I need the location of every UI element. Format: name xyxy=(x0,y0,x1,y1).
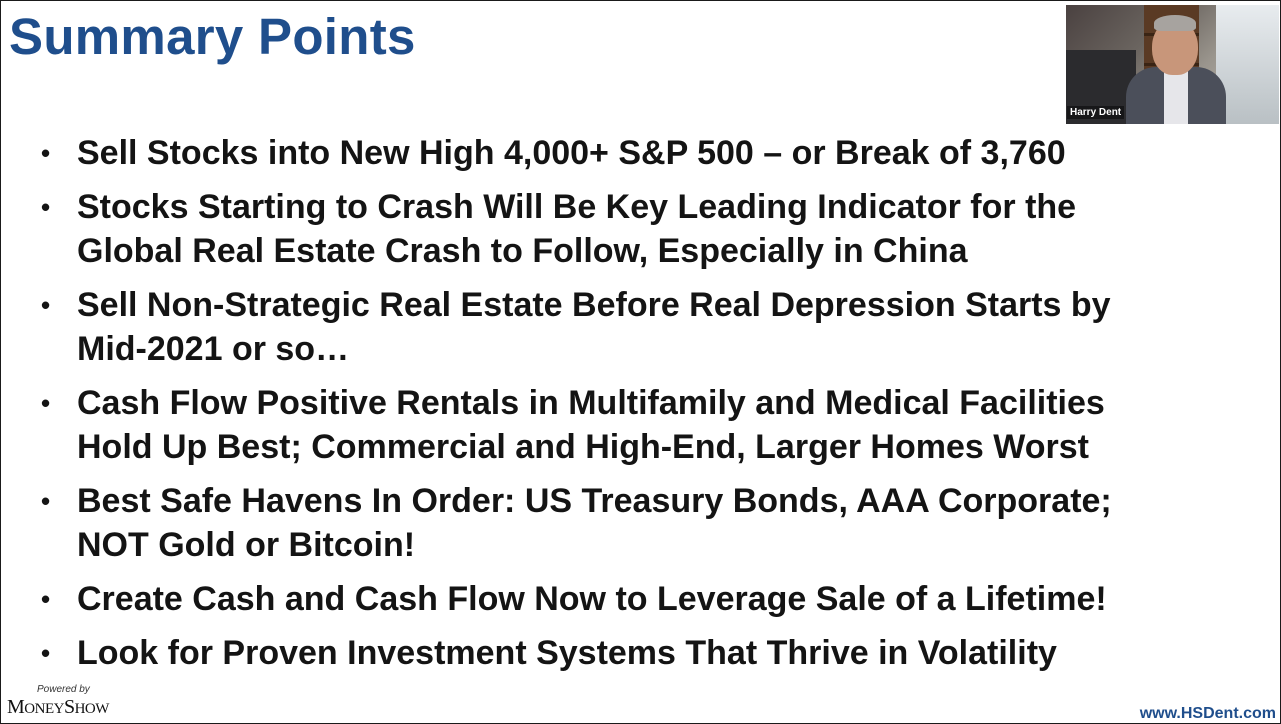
bullet-list: • Sell Stocks into New High 4,000+ S&P 5… xyxy=(41,131,1231,675)
bullet-line: Mid-2021 or so… xyxy=(77,330,350,368)
bullet-item: • Sell Stocks into New High 4,000+ S&P 5… xyxy=(41,131,1231,175)
bullet-dot-icon: • xyxy=(41,638,51,668)
bullet-line: Hold Up Best; Commercial and High-End, L… xyxy=(77,428,1089,466)
video-background-chair xyxy=(1066,50,1136,124)
bullet-line: Stocks Starting to Crash Will Be Key Lea… xyxy=(77,188,1077,226)
bullet-item: • Look for Proven Investment Systems Tha… xyxy=(41,631,1231,675)
bullet-line: Create Cash and Cash Flow Now to Leverag… xyxy=(77,580,1107,618)
bullet-line: Global Real Estate Crash to Follow, Espe… xyxy=(77,232,968,270)
bullet-item: • Sell Non-Strategic Real Estate Before … xyxy=(41,283,1231,371)
bullet-dot-icon: • xyxy=(41,138,51,168)
bullet-line: Sell Stocks into New High 4,000+ S&P 500… xyxy=(77,134,1066,172)
moneyshow-logo-m: M xyxy=(7,696,25,718)
powered-by-label: Powered by xyxy=(37,684,90,695)
bullet-line: Look for Proven Investment Systems That … xyxy=(77,634,1057,672)
slide-title: Summary Points xyxy=(9,8,416,65)
bullet-dot-icon: • xyxy=(41,584,51,614)
presenter-hair xyxy=(1154,15,1196,31)
bullet-item: • Best Safe Havens In Order: US Treasury… xyxy=(41,479,1231,567)
bullet-dot-icon: • xyxy=(41,290,51,320)
moneyshow-logo-s: S xyxy=(63,696,75,718)
participant-video-tile[interactable]: Harry Dent xyxy=(1066,5,1279,124)
video-background-window xyxy=(1216,5,1279,124)
bullet-item: • Cash Flow Positive Rentals in Multifam… xyxy=(41,381,1231,469)
participant-name-label: Harry Dent xyxy=(1067,106,1125,119)
moneyshow-logo-how: HOW xyxy=(74,701,110,717)
bullet-line: Cash Flow Positive Rentals in Multifamil… xyxy=(77,384,1105,422)
bullet-dot-icon: • xyxy=(41,388,51,418)
bullet-line: Best Safe Havens In Order: US Treasury B… xyxy=(77,482,1112,520)
bullet-line: Sell Non-Strategic Real Estate Before Re… xyxy=(77,286,1111,324)
website-url[interactable]: www.HSDent.com xyxy=(1139,705,1276,722)
bullet-item: • Stocks Starting to Crash Will Be Key L… xyxy=(41,185,1231,273)
bullet-dot-icon: • xyxy=(41,486,51,516)
presenter-shirt xyxy=(1164,71,1188,124)
bullet-item: • Create Cash and Cash Flow Now to Lever… xyxy=(41,577,1231,621)
bullet-dot-icon: • xyxy=(41,192,51,222)
moneyshow-logo: MONEYSHOW xyxy=(7,696,109,719)
moneyshow-logo-oney: ONEY xyxy=(24,701,64,717)
bullet-line: NOT Gold or Bitcoin! xyxy=(77,526,416,564)
